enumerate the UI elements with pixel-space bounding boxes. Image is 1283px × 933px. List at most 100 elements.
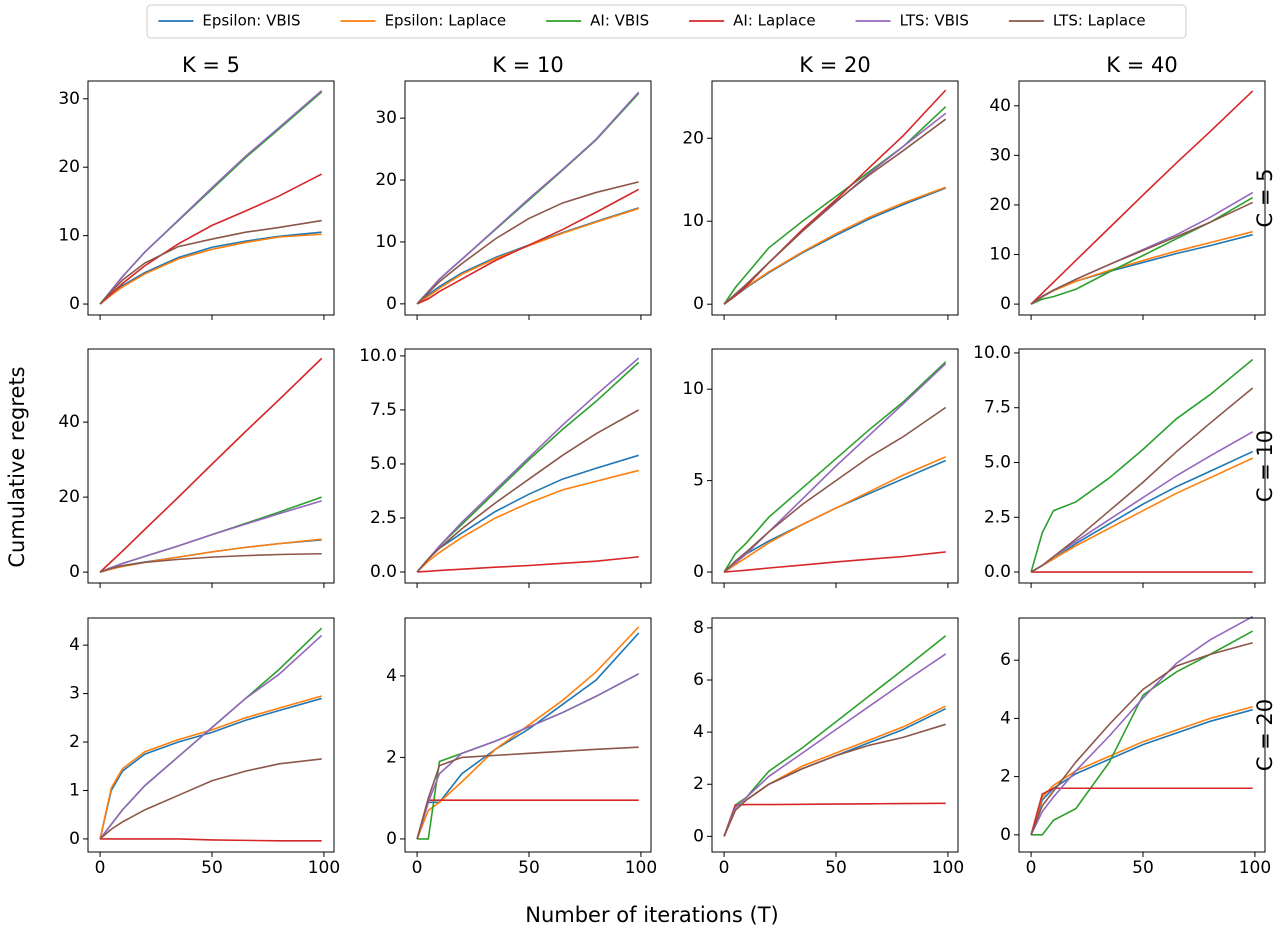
axes-frame (1018, 617, 1266, 853)
x-axis-label: Number of iterations (T) (525, 903, 779, 927)
series-line: AI: Laplace (723, 89, 947, 305)
series-line: LTS: VBIS (723, 653, 947, 837)
series-line: Epsilon: VBIS (416, 632, 640, 840)
series-line: LTS: Laplace (723, 723, 946, 837)
y-tick-label: 2 (1000, 767, 1011, 787)
series-line: Epsilon: Laplace (99, 695, 322, 840)
series-line: Epsilon: Laplace (99, 538, 322, 573)
y-tick-label: 6 (693, 670, 704, 690)
y-tick-label: 20 (58, 487, 80, 507)
column-title: K = 10 (492, 53, 563, 77)
y-tick-label: 20 (989, 195, 1011, 215)
series-line: LTS: VBIS (99, 634, 323, 840)
series-line: Epsilon: Laplace (416, 469, 639, 573)
legend: Epsilon: VBIS Epsilon: Laplace AI: VBIS AI:… (158, 12, 1146, 30)
y-tick-label: 0 (69, 562, 80, 582)
x-tick-label: 100 (932, 858, 964, 878)
series-line: LTS: VBIS (416, 673, 640, 840)
y-tick-label: 0 (693, 562, 704, 582)
axes-frame (711, 348, 959, 584)
series-line: AI: VBIS (1031, 630, 1254, 836)
series-line: LTS: Laplace (416, 181, 639, 305)
y-tick-label: 2.5 (984, 507, 1011, 527)
y-tick-label: 0.0 (370, 562, 397, 582)
y-tick-label: 7.5 (370, 400, 397, 420)
x-tick-label: 100 (1239, 858, 1271, 878)
series-line: Epsilon: Laplace (1030, 457, 1254, 573)
axes-frame (87, 617, 335, 853)
axes-frame (711, 80, 959, 316)
y-tick-label: 10 (682, 379, 704, 399)
series-line: AI: Laplace (99, 173, 323, 305)
legend-box (146, 4, 1187, 39)
series-line: AI: VBIS (1030, 358, 1254, 573)
series-line: AI: VBIS (417, 673, 640, 840)
axes-frame (87, 80, 335, 316)
y-axis-label: Cumulative regrets (5, 366, 29, 567)
y-tick-label: 5.0 (370, 454, 397, 474)
series-line: LTS: VBIS (1030, 615, 1254, 836)
series-line: LTS: Laplace (723, 118, 947, 305)
y-tick-label: 0 (693, 294, 704, 314)
x-tick-label: 100 (625, 858, 657, 878)
y-tick-label: 5 (693, 471, 704, 491)
series-line: Epsilon: VBIS (723, 707, 947, 837)
series-line: AI: Laplace (724, 551, 946, 573)
x-tick-label: 0 (95, 858, 106, 878)
y-tick-label: 30 (375, 108, 397, 128)
series-line: Epsilon: VBIS (416, 454, 639, 573)
column-title: K = 5 (182, 53, 240, 77)
y-tick-label: 20 (682, 128, 704, 148)
y-tick-label: 30 (989, 145, 1011, 165)
series-line: LTS: Laplace (99, 219, 322, 305)
x-tick-label: 100 (308, 858, 340, 878)
x-tick-label: 50 (825, 858, 847, 878)
y-tick-label: 5.0 (984, 452, 1011, 472)
y-tick-label: 0 (1000, 825, 1011, 845)
y-tick-label: 10 (375, 232, 397, 252)
series-line: AI: Laplace (417, 556, 639, 573)
series-line: AI: Laplace (99, 357, 323, 573)
legend-label: Epsilon: VBIS (202, 12, 300, 30)
series-line: AI: VBIS (99, 627, 323, 840)
series-line: LTS: VBIS (99, 500, 322, 573)
axes-frame (1018, 348, 1266, 584)
series-line: AI: Laplace (1030, 787, 1253, 836)
y-tick-label: 4 (1000, 708, 1011, 728)
series-line: LTS: VBIS (723, 363, 947, 573)
series-line: Epsilon: Laplace (416, 626, 640, 840)
series-line: LTS: Laplace (416, 409, 640, 573)
x-tick-label: 50 (201, 858, 223, 878)
series-line: Epsilon: VBIS (1030, 708, 1253, 836)
y-tick-label: 0 (69, 829, 80, 849)
axes-frame (87, 348, 335, 584)
y-tick-label: 0 (386, 829, 397, 849)
series-line: Epsilon: Laplace (416, 207, 639, 305)
y-tick-label: 2 (69, 732, 80, 752)
legend-label: Epsilon: Laplace (385, 12, 507, 30)
y-tick-label: 4 (693, 722, 704, 742)
y-tick-label: 20 (375, 170, 397, 190)
y-tick-label: 4 (386, 666, 397, 686)
axes-frame (711, 617, 959, 853)
axes-frame (404, 348, 652, 584)
column-title: K = 20 (799, 53, 870, 77)
x-tick-label: 50 (1132, 858, 1154, 878)
y-tick-label: 0 (1000, 294, 1011, 314)
series-line: Epsilon: Laplace (723, 186, 946, 305)
series-line: LTS: Laplace (1030, 641, 1253, 836)
y-tick-label: 7.5 (984, 398, 1011, 418)
y-tick-label: 40 (989, 96, 1011, 116)
y-tick-label: 0 (69, 294, 80, 314)
y-tick-label: 10 (58, 226, 80, 246)
series-line: Epsilon: VBIS (99, 231, 322, 305)
series-line: LTS: Laplace (99, 758, 322, 840)
axes-frame (404, 617, 652, 853)
series-line: LTS: Laplace (1030, 201, 1254, 305)
series-line: Epsilon: Laplace (99, 233, 322, 305)
series-line: Epsilon: VBIS (723, 187, 946, 305)
y-tick-label: 2 (693, 774, 704, 794)
y-tick-label: 10 (682, 211, 704, 231)
y-tick-label: 0 (386, 294, 397, 314)
